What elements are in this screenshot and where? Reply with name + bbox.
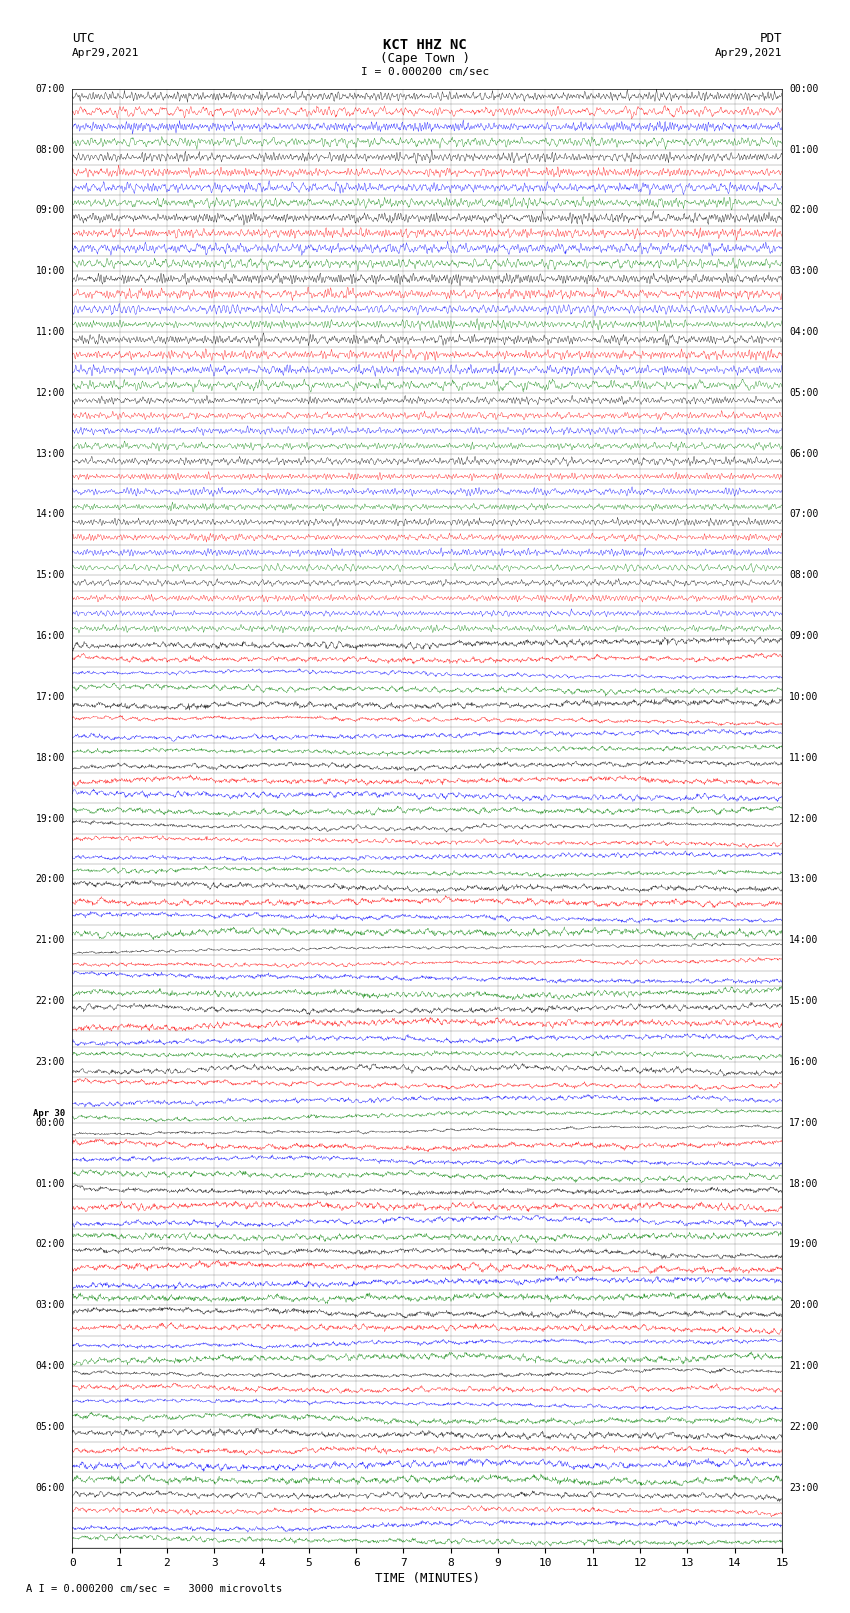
Text: 04:00: 04:00 — [36, 1361, 65, 1371]
Text: 08:00: 08:00 — [36, 145, 65, 155]
Text: 20:00: 20:00 — [36, 874, 65, 884]
Text: 13:00: 13:00 — [36, 448, 65, 458]
Text: 00:00: 00:00 — [36, 1118, 65, 1127]
Text: 05:00: 05:00 — [789, 387, 819, 398]
Text: 13:00: 13:00 — [789, 874, 819, 884]
Text: 05:00: 05:00 — [36, 1421, 65, 1432]
Text: 09:00: 09:00 — [789, 631, 819, 640]
Text: 12:00: 12:00 — [36, 387, 65, 398]
Text: 10:00: 10:00 — [789, 692, 819, 702]
Text: 02:00: 02:00 — [789, 205, 819, 216]
Text: 11:00: 11:00 — [789, 753, 819, 763]
Text: 15:00: 15:00 — [789, 997, 819, 1007]
Text: 16:00: 16:00 — [789, 1057, 819, 1066]
Text: 07:00: 07:00 — [789, 510, 819, 519]
Text: 18:00: 18:00 — [36, 753, 65, 763]
Text: Apr29,2021: Apr29,2021 — [715, 48, 782, 58]
Text: PDT: PDT — [760, 32, 782, 45]
Text: 15:00: 15:00 — [36, 571, 65, 581]
Text: 19:00: 19:00 — [36, 813, 65, 824]
Text: 01:00: 01:00 — [36, 1179, 65, 1189]
Text: 17:00: 17:00 — [36, 692, 65, 702]
Text: 00:00: 00:00 — [789, 84, 819, 94]
Text: 01:00: 01:00 — [789, 145, 819, 155]
Text: 18:00: 18:00 — [789, 1179, 819, 1189]
Text: 09:00: 09:00 — [36, 205, 65, 216]
Text: 17:00: 17:00 — [789, 1118, 819, 1127]
Text: Apr29,2021: Apr29,2021 — [72, 48, 139, 58]
Text: 21:00: 21:00 — [36, 936, 65, 945]
Text: 03:00: 03:00 — [789, 266, 819, 276]
Text: 14:00: 14:00 — [789, 936, 819, 945]
Text: 07:00: 07:00 — [36, 84, 65, 94]
Text: (Cape Town ): (Cape Town ) — [380, 52, 470, 65]
Text: UTC: UTC — [72, 32, 94, 45]
Text: 20:00: 20:00 — [789, 1300, 819, 1310]
Text: 03:00: 03:00 — [36, 1300, 65, 1310]
Text: Apr 30: Apr 30 — [33, 1110, 65, 1118]
Text: 06:00: 06:00 — [36, 1482, 65, 1492]
Text: 23:00: 23:00 — [36, 1057, 65, 1066]
Text: 22:00: 22:00 — [36, 997, 65, 1007]
Text: 08:00: 08:00 — [789, 571, 819, 581]
Text: 02:00: 02:00 — [36, 1239, 65, 1250]
Text: KCT HHZ NC: KCT HHZ NC — [383, 39, 467, 52]
X-axis label: TIME (MINUTES): TIME (MINUTES) — [375, 1573, 479, 1586]
Text: I = 0.000200 cm/sec: I = 0.000200 cm/sec — [361, 66, 489, 77]
Text: 14:00: 14:00 — [36, 510, 65, 519]
Text: 11:00: 11:00 — [36, 327, 65, 337]
Text: 10:00: 10:00 — [36, 266, 65, 276]
Text: 23:00: 23:00 — [789, 1482, 819, 1492]
Text: 12:00: 12:00 — [789, 813, 819, 824]
Text: 04:00: 04:00 — [789, 327, 819, 337]
Text: A I = 0.000200 cm/sec =   3000 microvolts: A I = 0.000200 cm/sec = 3000 microvolts — [26, 1584, 281, 1594]
Text: 22:00: 22:00 — [789, 1421, 819, 1432]
Text: 19:00: 19:00 — [789, 1239, 819, 1250]
Text: 16:00: 16:00 — [36, 631, 65, 640]
Text: 06:00: 06:00 — [789, 448, 819, 458]
Text: 21:00: 21:00 — [789, 1361, 819, 1371]
